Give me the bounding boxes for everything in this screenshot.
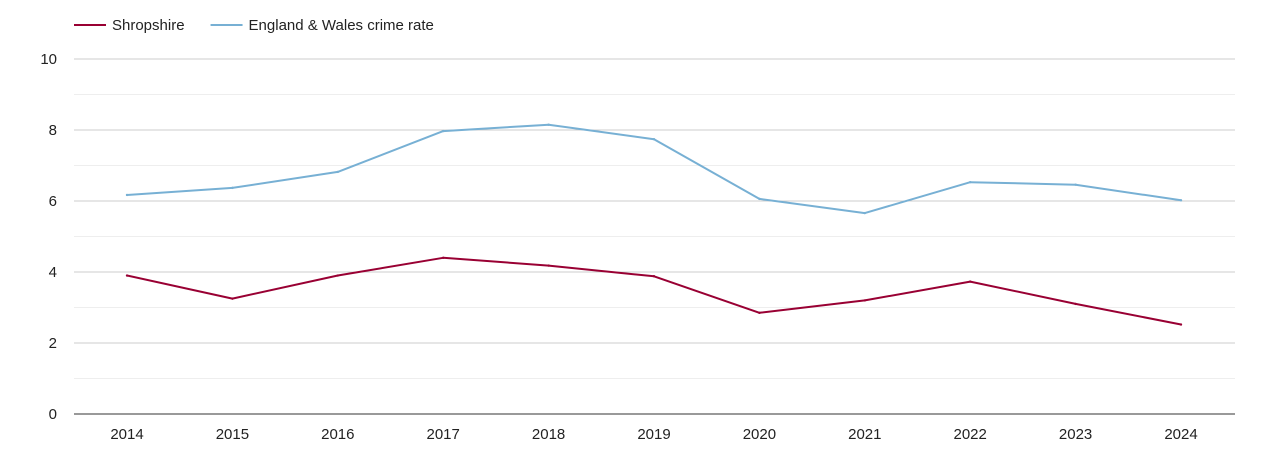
data-point-shropshire [1179, 323, 1183, 326]
data-point-england-wales-crime-rate [969, 180, 972, 184]
data-point-shropshire [863, 299, 866, 302]
grid-layer [74, 58, 1235, 379]
x-tick-label: 2016 [321, 426, 354, 443]
legend-label: England & Wales crime rate [249, 17, 434, 34]
data-point-shropshire [758, 311, 761, 315]
data-point-shropshire [336, 274, 339, 277]
x-tick-label: 2024 [1164, 426, 1197, 443]
legend-item-shropshire: Shropshire [74, 17, 185, 34]
data-point-england-wales-crime-rate [231, 186, 234, 190]
legend: Shropshire England & Wales crime rate [74, 17, 434, 34]
y-tick-label: 6 [49, 193, 57, 210]
y-tick-label: 0 [49, 406, 57, 423]
data-point-shropshire [442, 256, 445, 259]
series-line-shropshire [126, 256, 1182, 326]
x-tick-label: 2023 [1059, 426, 1092, 443]
data-point-shropshire [231, 297, 234, 300]
data-point-shropshire [652, 275, 656, 278]
data-point-england-wales-crime-rate [125, 193, 129, 197]
legend-item-england-wales-crime-rate: England & Wales crime rate [210, 17, 434, 34]
data-point-shropshire [969, 280, 972, 283]
data-point-shropshire [1074, 302, 1077, 306]
x-tick-label: 2015 [216, 426, 249, 443]
data-point-england-wales-crime-rate [1179, 199, 1183, 202]
legend-label: Shropshire [112, 17, 185, 34]
x-tick-label: 2017 [427, 426, 460, 443]
data-point-england-wales-crime-rate [758, 197, 761, 201]
series-layer [125, 123, 1183, 326]
data-point-shropshire [547, 264, 550, 267]
x-tick-label: 2018 [532, 426, 565, 443]
x-tick-label: 2019 [637, 426, 670, 443]
x-tick-label: 2014 [110, 426, 143, 443]
x-tick-label: 2022 [954, 426, 987, 443]
axis-layer: 0 2 4 6 8 10 2014 2015 2016 2017 2018 2019 2020 2021 2… [40, 51, 1235, 443]
data-point-england-wales-crime-rate [547, 123, 550, 126]
series-line-england-wales-crime-rate [126, 123, 1182, 215]
y-tick-label: 4 [49, 264, 57, 281]
data-point-england-wales-crime-rate [863, 211, 866, 215]
data-point-england-wales-crime-rate [336, 170, 339, 174]
data-point-shropshire [125, 274, 129, 277]
x-tick-label: 2020 [743, 426, 776, 443]
data-point-england-wales-crime-rate [1074, 183, 1077, 186]
data-point-england-wales-crime-rate [442, 129, 445, 133]
data-point-england-wales-crime-rate [652, 138, 656, 141]
y-tick-label: 8 [49, 122, 57, 139]
y-tick-label: 2 [49, 335, 57, 352]
x-tick-label: 2021 [848, 426, 881, 443]
y-tick-label: 10 [40, 51, 57, 68]
